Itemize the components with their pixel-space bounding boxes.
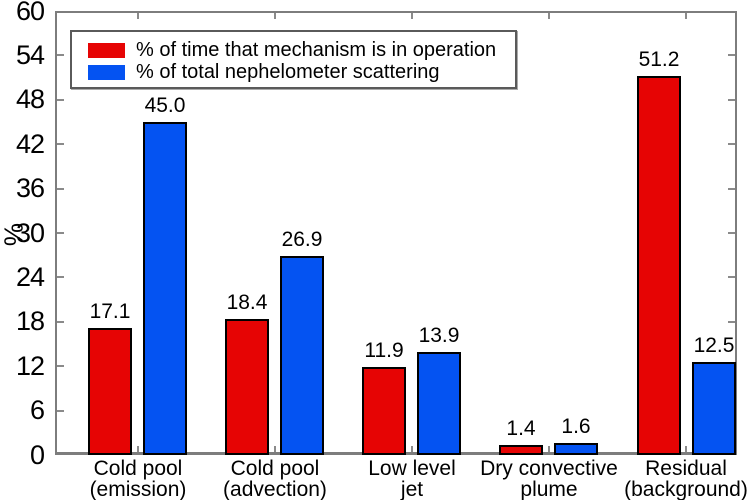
- y-tick-label: 60: [15, 0, 45, 26]
- value-label: 18.4: [226, 291, 268, 314]
- bar-blue: [692, 362, 736, 455]
- value-label: 12.5: [693, 334, 735, 357]
- y-tick-mark-left: [57, 143, 64, 145]
- value-label: 11.9: [364, 339, 404, 362]
- legend-swatch-blue: [88, 64, 125, 80]
- x-axis-category-label: Residual (background): [624, 457, 748, 500]
- value-label: 1.6: [561, 415, 591, 438]
- value-label: 45.0: [144, 94, 186, 117]
- y-tick-mark-left: [57, 232, 64, 234]
- y-tick-label: 48: [15, 84, 45, 114]
- y-tick-mark-left: [57, 99, 64, 101]
- bar-blue: [417, 352, 461, 455]
- y-tick-label: 30: [15, 218, 45, 248]
- bar-red: [225, 319, 269, 455]
- x-tick-mark-top: [411, 13, 413, 19]
- value-label: 13.9: [418, 324, 460, 347]
- y-tick-mark-left: [57, 321, 64, 323]
- y-tick-mark-right: [728, 276, 735, 278]
- legend-item-scattering: % of total nephelometer scattering: [88, 61, 515, 83]
- bar-red: [362, 367, 406, 455]
- y-tick-label: 0: [29, 440, 45, 470]
- bar-red: [637, 76, 681, 455]
- bar-blue: [143, 122, 187, 455]
- value-label: 17.1: [89, 300, 131, 323]
- legend-swatch-red: [88, 42, 125, 58]
- y-tick-label: 12: [15, 351, 45, 381]
- x-tick-mark-bottom: [411, 446, 413, 452]
- y-tick-mark-left: [57, 365, 64, 367]
- x-tick-mark-top: [548, 13, 550, 19]
- y-tick-mark-left: [57, 410, 64, 412]
- x-axis-category-label: Low level jet: [368, 457, 456, 500]
- x-tick-mark-bottom: [137, 446, 139, 452]
- legend-label-scattering: % of total nephelometer scattering: [136, 60, 440, 83]
- legend: % of time that mechanism is in operation…: [70, 30, 517, 89]
- y-tick-label: 42: [15, 129, 45, 159]
- value-label: 51.2: [638, 48, 680, 71]
- y-tick-mark-right: [728, 232, 735, 234]
- y-tick-mark-left: [57, 276, 64, 278]
- bar-red: [88, 328, 132, 455]
- y-tick-label: 6: [29, 395, 45, 425]
- x-tick-mark-top: [137, 13, 139, 19]
- value-label: 1.4: [506, 417, 536, 440]
- y-tick-mark-left: [57, 54, 64, 56]
- x-tick-mark-top: [274, 13, 276, 19]
- x-tick-mark-top: [685, 13, 687, 19]
- y-tick-mark-right: [728, 143, 735, 145]
- bar-red: [499, 445, 543, 455]
- y-tick-mark-right: [728, 188, 735, 190]
- bar-blue: [554, 443, 598, 455]
- legend-item-operation: % of time that mechanism is in operation: [88, 39, 515, 61]
- y-tick-mark-right: [728, 321, 735, 323]
- y-tick-mark-left: [57, 188, 64, 190]
- legend-label-operation: % of time that mechanism is in operation: [136, 38, 497, 61]
- y-tick-label: 54: [15, 40, 45, 70]
- y-tick-mark-right: [728, 99, 735, 101]
- y-tick-label: 36: [15, 173, 45, 203]
- x-axis-category-label: Cold pool (emission): [89, 457, 187, 500]
- x-tick-mark-bottom: [548, 446, 550, 452]
- y-tick-label: 18: [15, 306, 45, 336]
- y-tick-label: 24: [15, 262, 45, 292]
- value-label: 26.9: [281, 228, 323, 251]
- x-axis-category-label: Dry convective plume: [480, 457, 618, 500]
- x-axis-category-label: Cold pool (advection): [223, 457, 327, 500]
- bar-blue: [280, 256, 324, 455]
- y-tick-mark-right: [728, 54, 735, 56]
- x-tick-mark-bottom: [274, 446, 276, 452]
- x-tick-mark-bottom: [685, 446, 687, 452]
